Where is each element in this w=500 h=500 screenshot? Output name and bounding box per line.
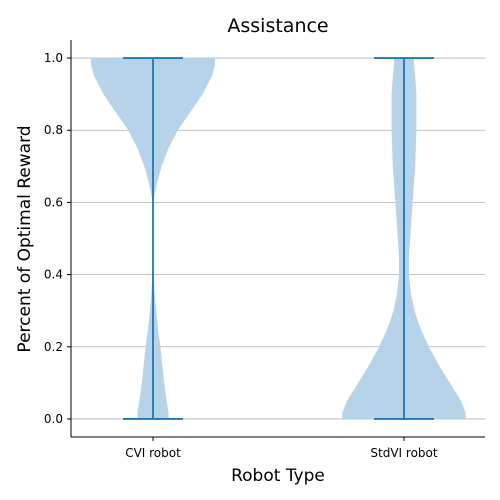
y-tick-label: 0.6 xyxy=(44,195,63,209)
x-axis-ticks: CVI robot StdVI robot xyxy=(125,437,438,460)
axes xyxy=(70,40,485,438)
y-tick-label: 0.8 xyxy=(44,123,63,137)
y-tick-label: 0.0 xyxy=(44,412,63,426)
violins xyxy=(91,57,466,420)
x-tick-label: StdVI robot xyxy=(370,446,437,460)
x-axis-label: Robot Type xyxy=(231,466,325,486)
y-tick-label: 0.4 xyxy=(44,268,63,282)
y-axis-ticks: 0.0 0.2 0.4 0.6 0.8 1.0 xyxy=(44,51,71,426)
y-tick-label: 0.2 xyxy=(44,340,63,354)
x-tick-label: CVI robot xyxy=(125,446,181,460)
y-tick-label: 1.0 xyxy=(44,51,63,65)
chart-title: Assistance xyxy=(227,15,328,37)
y-axis-label: Percent of Optimal Reward xyxy=(15,125,35,352)
